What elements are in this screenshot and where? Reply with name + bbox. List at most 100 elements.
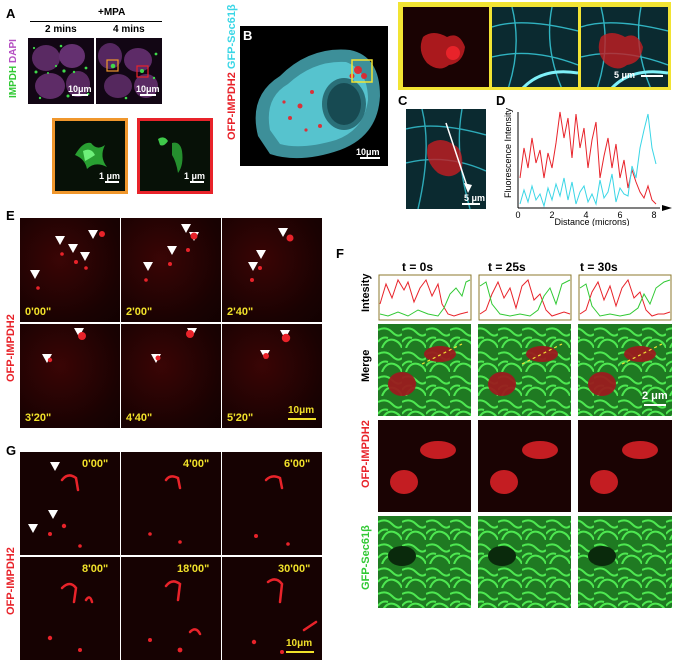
intensity-plot-t25 xyxy=(478,274,572,321)
timestamp: 3'20" xyxy=(25,412,52,424)
panel-a-channel-label: IMPDH DAPI xyxy=(8,39,19,98)
panel-label-d: D xyxy=(496,93,506,108)
time-4-mins: 4 mins xyxy=(113,24,145,35)
arrowhead-icon xyxy=(68,244,78,253)
frame-g-6: 30'00" 10μm xyxy=(222,557,322,660)
arrowhead-icon xyxy=(278,228,288,237)
timestamp: 0'00" xyxy=(82,458,109,470)
frame-e-6: 5'20" 10μm xyxy=(222,324,322,428)
timestamp: 2'40" xyxy=(227,306,254,318)
panel-b-zoom-strip: 5 μm xyxy=(398,2,671,90)
scale-label: 10μm xyxy=(288,405,315,416)
frame-g-4: 8'00" xyxy=(20,557,120,660)
scale-bar xyxy=(462,203,480,205)
linescan-image xyxy=(406,109,486,209)
timestamp: 0'00" xyxy=(25,306,52,318)
intensity-plot-t0 xyxy=(378,274,472,321)
frame-e-5: 4'40" xyxy=(121,324,221,428)
panel-label-f: F xyxy=(336,246,344,261)
f-gfp-row xyxy=(378,516,672,608)
timestamp: 6'00" xyxy=(284,458,311,470)
timestamp: 18'00" xyxy=(177,563,210,575)
arrowhead-icon xyxy=(74,328,84,337)
f-intensity-plots xyxy=(378,274,672,321)
timestamp: 4'00" xyxy=(183,458,210,470)
scale-label: 5 μm xyxy=(614,70,636,80)
mpa-condition: +MPA xyxy=(98,7,126,18)
scale-bar xyxy=(72,94,88,96)
scale-bar xyxy=(360,157,380,159)
panel-label-b: B xyxy=(243,28,253,43)
f-row-ofp: OFP-IMPDH2 xyxy=(360,420,372,488)
panel-label-c: C xyxy=(398,93,408,108)
frame-g-3: 6'00" xyxy=(222,452,322,555)
micrograph-2-mins: 10μm xyxy=(28,38,94,104)
frame-g-2: 4'00" xyxy=(121,452,221,555)
f-ofp-row xyxy=(378,420,672,512)
panel-label-e: E xyxy=(6,208,15,223)
cell-overview-b: B 10μm xyxy=(240,26,388,166)
xtick-2: 2 xyxy=(549,210,554,220)
f-time-25: t = 25s xyxy=(488,260,526,274)
f-time-0: t = 0s xyxy=(402,260,434,274)
f-row-intensity: Intesity xyxy=(360,273,372,312)
scale-label: 10μm xyxy=(136,84,160,94)
xtick-0: 0 xyxy=(515,210,520,220)
scale-label: 10μm xyxy=(286,638,313,649)
zoom-ofp-channel xyxy=(403,7,489,87)
arrowhead-icon xyxy=(55,236,65,245)
scale-bar xyxy=(140,94,156,96)
arrowhead-icon xyxy=(50,462,60,471)
panel-d-linescan-chart: 0 2 4 6 8 Distance (microns) xyxy=(515,111,672,226)
timestamp: 8'00" xyxy=(82,563,109,575)
arrowhead-icon xyxy=(248,262,258,271)
micrograph-4-mins: 10μm xyxy=(96,38,162,104)
condition-bar xyxy=(30,21,162,22)
merge-images xyxy=(378,324,672,416)
panel-e-ylabel: OFP-IMPDH2 xyxy=(5,314,17,382)
impdh-filament-zoom-1 xyxy=(55,121,125,191)
panel-e-puncta xyxy=(36,231,294,363)
f-row-gfp: GFP-Sec61β xyxy=(360,525,372,590)
scale-label: 1 μm xyxy=(184,171,206,181)
arrowhead-icon xyxy=(167,246,177,255)
panel-g-filaments xyxy=(47,474,318,654)
frame-g-1: 0'00" xyxy=(20,452,120,555)
f-merge-row: 2 μm xyxy=(378,324,672,416)
zoom-red-inset: 1 μm xyxy=(137,118,213,194)
frame-g-5: 18'00" xyxy=(121,557,221,660)
timestamp: 2'00" xyxy=(126,306,153,318)
scale-bar xyxy=(644,404,666,406)
time-2-mins: 2 mins xyxy=(45,24,77,35)
timestamp: 30'00" xyxy=(278,563,311,575)
impdh-filament-zoom-2 xyxy=(140,121,210,191)
frame-e-4: 3'20" xyxy=(20,324,120,428)
scale-label: 10μm xyxy=(356,147,380,157)
panel-b-channel-label: OFP-IMPDH2 GFP-Sec61β xyxy=(226,4,238,140)
intensity-plot-t30 xyxy=(578,274,672,321)
zoom-merge xyxy=(581,7,668,87)
arrowhead-icon xyxy=(42,354,52,363)
f-row-merge: Merge xyxy=(360,349,372,382)
xtick-4: 4 xyxy=(583,210,588,220)
dapi-impdh-image-4min xyxy=(96,38,162,104)
scale-bar xyxy=(286,651,314,653)
scale-bar xyxy=(190,181,204,183)
panel-g-ylabel: OFP-IMPDH2 xyxy=(5,547,17,615)
xtick-6: 6 xyxy=(617,210,622,220)
f-time-30: t = 30s xyxy=(580,260,618,274)
panel-c-image: 5 μm xyxy=(406,109,486,209)
panel-d-xlabel: Distance (microns) xyxy=(554,217,629,226)
dapi-impdh-image-2min xyxy=(28,38,94,104)
scale-bar xyxy=(288,418,316,420)
scale-label: 2 μm xyxy=(642,390,668,402)
zoom-gfp-channel xyxy=(492,7,578,87)
panel-g-grid: 0'00" 4'00" 6'00" 8'00" 18'00" 30'00" 10… xyxy=(20,452,322,660)
arrowhead-icon xyxy=(28,524,38,533)
arrowhead-icon xyxy=(181,224,191,233)
scale-bar xyxy=(641,75,663,77)
timestamp: 4'40" xyxy=(126,412,153,424)
scale-label: 1 μm xyxy=(99,171,121,181)
zoom-orange-inset: 1 μm xyxy=(52,118,128,194)
arrowhead-icon xyxy=(48,510,58,519)
